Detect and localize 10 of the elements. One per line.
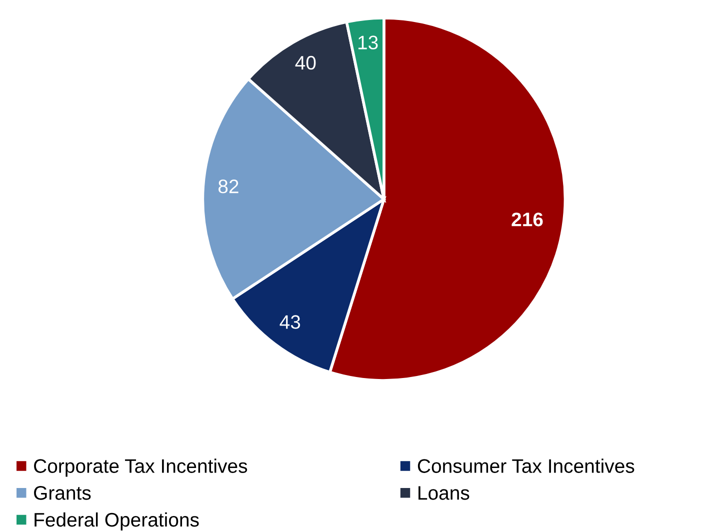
legend-label: Grants — [34, 486, 91, 500]
data-label: 216 — [512, 212, 543, 226]
data-label: 43 — [280, 315, 300, 329]
legend-label: Loans — [418, 486, 470, 500]
legend-label: Federal Operations — [34, 512, 199, 531]
legend-label: Corporate Tax Incentives — [34, 458, 248, 477]
data-label: 82 — [218, 180, 238, 194]
data-label: 13 — [358, 36, 378, 50]
data-label: 40 — [295, 56, 316, 70]
legend-label: Consumer Tax Incentives — [418, 458, 634, 473]
